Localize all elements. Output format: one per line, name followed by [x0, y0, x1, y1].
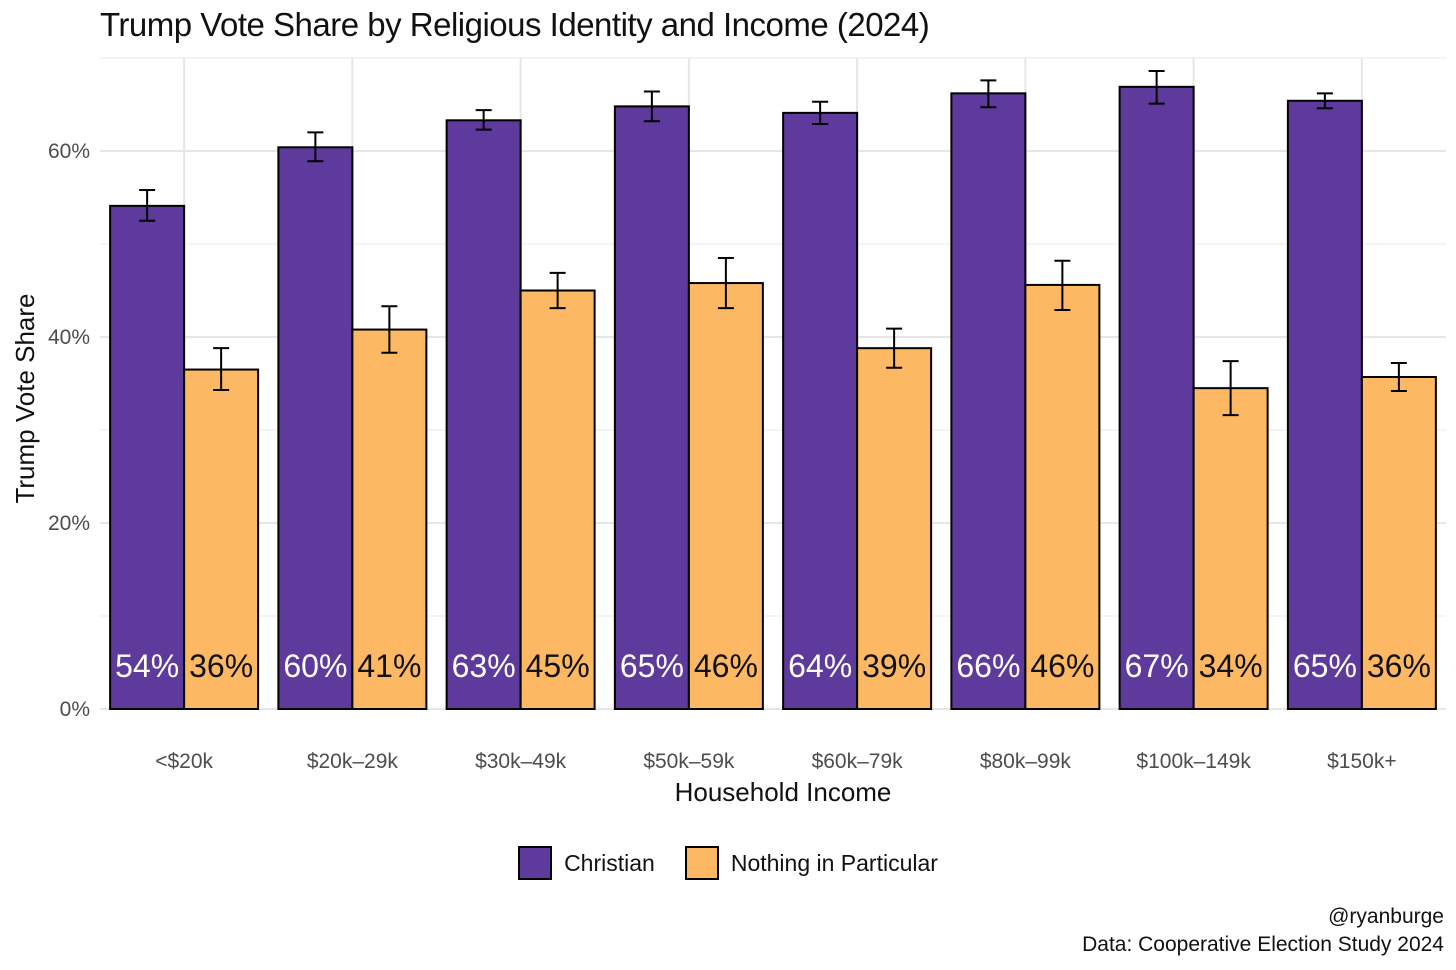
bar: [183, 368, 260, 710]
bar-value-label: 60%: [283, 648, 347, 684]
y-tick-label: 0%: [60, 698, 90, 721]
bar-value-label: 67%: [1125, 648, 1189, 684]
y-tick-label: 40%: [48, 326, 90, 349]
legend-item-nothing-in-particular: Nothing in Particular: [684, 846, 938, 880]
x-tick-label: $150k+: [1327, 750, 1396, 773]
bar-value-label: 66%: [956, 648, 1020, 684]
caption-source: Data: Cooperative Election Study 2024: [1082, 933, 1444, 956]
bar: [782, 111, 859, 711]
x-tick-label: <$20k: [155, 750, 213, 773]
bar: [1286, 99, 1363, 710]
x-tick-label: $30k–49k: [475, 750, 567, 773]
bar-value-label: 65%: [1293, 648, 1357, 684]
bar: [687, 282, 764, 710]
bar-value-label: 64%: [788, 648, 852, 684]
bar: [519, 289, 596, 710]
bar-value-label: 34%: [1199, 648, 1263, 684]
bar-value-label: 63%: [452, 648, 516, 684]
bar-value-label: 36%: [189, 648, 253, 684]
x-tick-label: $60k–79k: [812, 750, 904, 773]
bar-value-label: 45%: [526, 648, 590, 684]
legend-swatch-nothing-in-particular: [684, 846, 719, 880]
bar: [109, 204, 186, 710]
bar-value-label: 65%: [620, 648, 684, 684]
y-tick-label: 20%: [48, 512, 90, 535]
axes: 0% 20% 40% 60% <$20k $20k–29k $30k–49k $50k–59k…: [10, 140, 1397, 807]
y-tick-label: 60%: [48, 140, 90, 163]
bar: [1024, 283, 1101, 710]
bar-value-label: 54%: [115, 648, 179, 684]
x-tick-label: $100k–149k: [1136, 750, 1251, 773]
legend-label-christian: Christian: [564, 849, 655, 876]
bar-value-label: 46%: [1030, 648, 1094, 684]
chart-title: Trump Vote Share by Religious Identity a…: [100, 6, 930, 43]
bar: [277, 146, 354, 710]
bar-value-label: 46%: [694, 648, 758, 684]
caption-handle: @ryanburge: [1328, 905, 1444, 928]
bar-labels: 54% 60% 63% 65% 64% 66% 67% 65% 36% 41% 45% 46% 39% 4…: [115, 648, 1431, 684]
legend-swatch-christian: [518, 846, 553, 880]
legend: Christian Nothing in Particular: [0, 846, 1456, 880]
x-tick-label: $80k–99k: [980, 750, 1072, 773]
bar: [351, 328, 428, 710]
bar-value-label: 39%: [862, 648, 926, 684]
bar: [856, 347, 933, 710]
x-axis-title: Household Income: [675, 777, 892, 807]
bar: [613, 105, 690, 711]
bar: [445, 119, 522, 710]
bar-value-label: 36%: [1367, 648, 1431, 684]
y-axis-title: Trump Vote Share: [10, 293, 40, 503]
x-tick-label: $20k–29k: [307, 750, 399, 773]
caption: @ryanburge Data: Cooperative Election St…: [1082, 903, 1444, 959]
error-bars: [139, 70, 1407, 417]
legend-label-nothing-in-particular: Nothing in Particular: [730, 849, 938, 876]
bar: [950, 92, 1027, 710]
legend-item-christian: Christian: [518, 846, 655, 880]
x-tick-label: $50k–59k: [643, 750, 735, 773]
bar-value-label: 41%: [357, 648, 421, 684]
bar: [1118, 85, 1195, 710]
bar: [1360, 375, 1437, 710]
